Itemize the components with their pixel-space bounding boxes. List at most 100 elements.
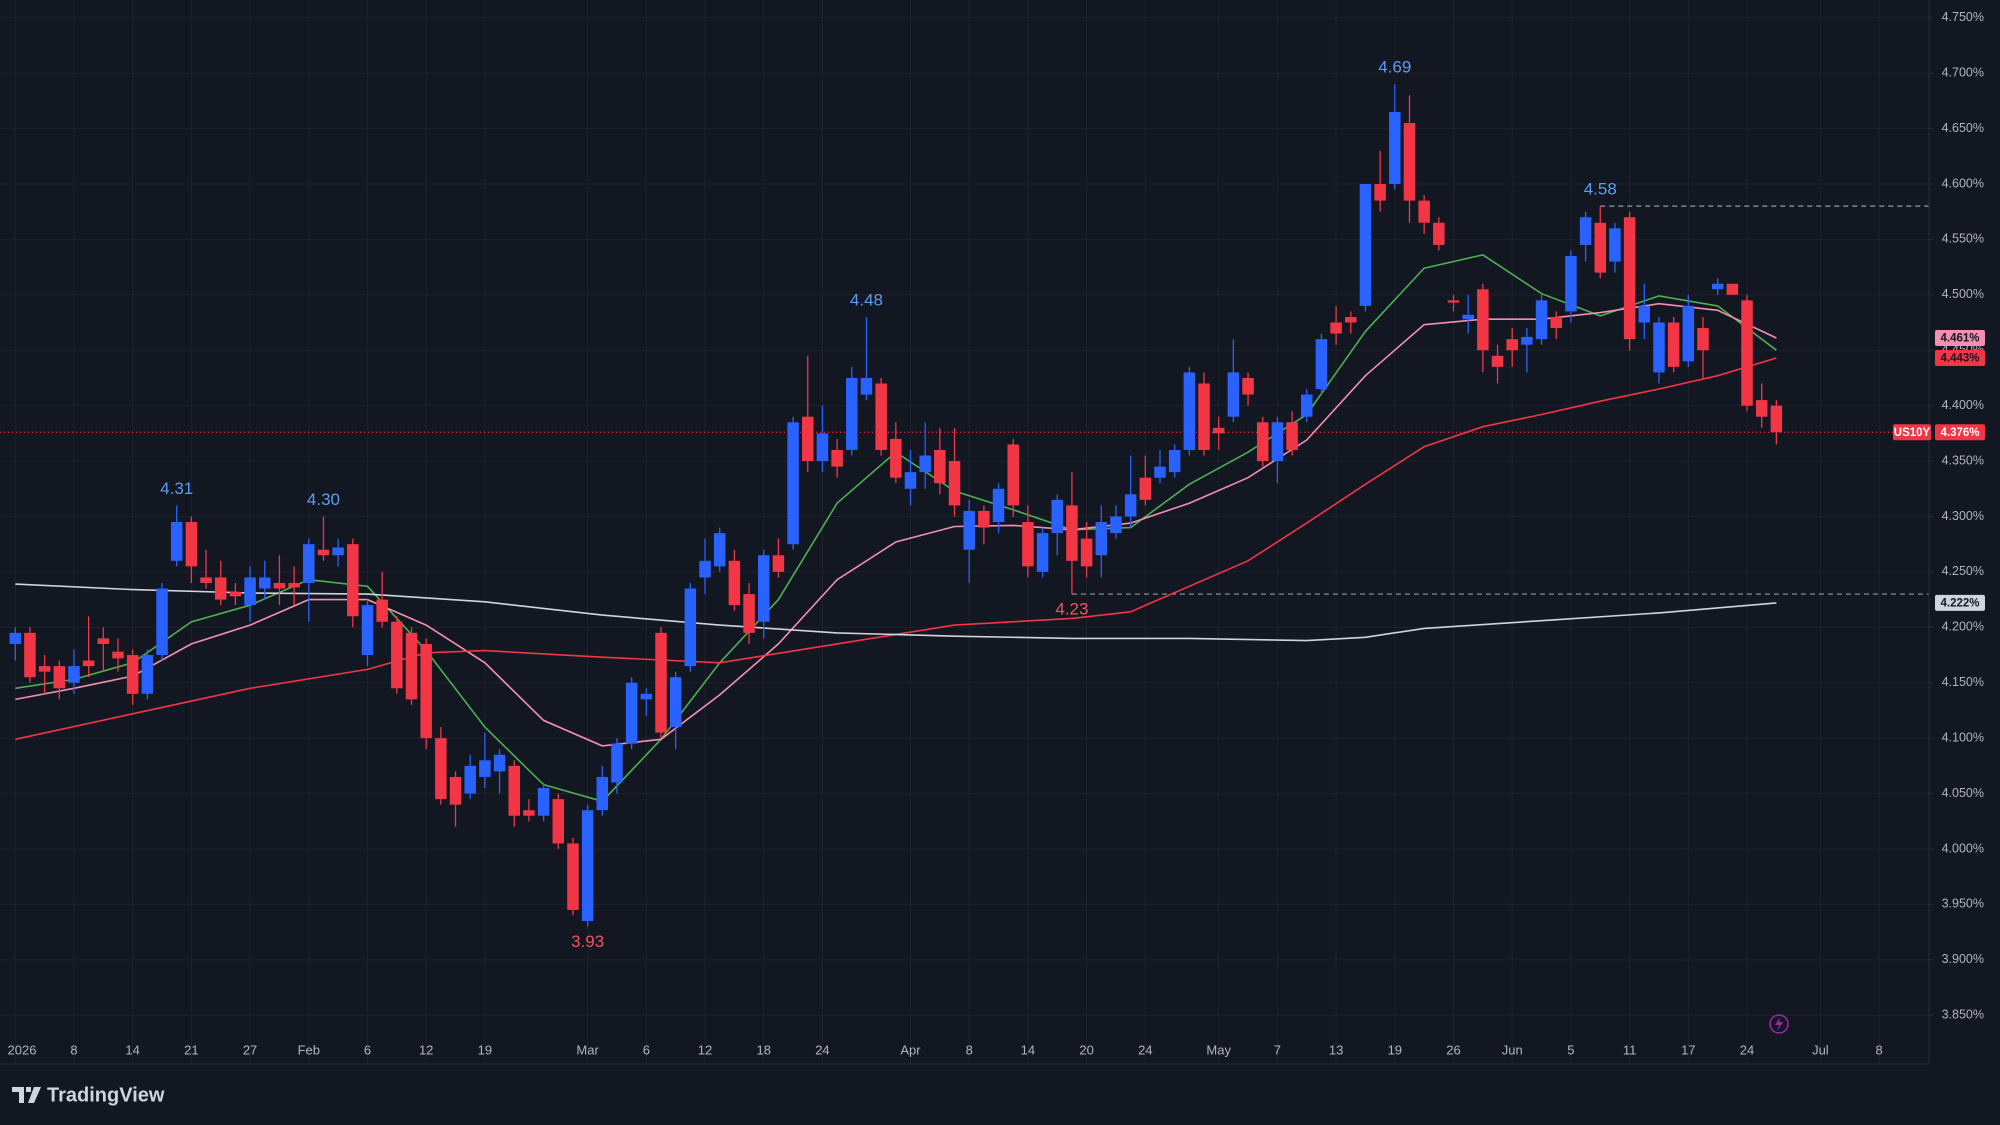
- candle-body: [1183, 372, 1196, 450]
- candle: [1315, 333, 1328, 395]
- candle: [1711, 278, 1724, 295]
- candle: [126, 649, 139, 705]
- candle-body: [288, 582, 300, 588]
- candle: [1212, 416, 1225, 450]
- candle-body: [860, 377, 873, 395]
- candle: [816, 405, 829, 473]
- candle: [978, 505, 990, 545]
- candle-body: [948, 461, 961, 506]
- candle-body: [978, 510, 990, 528]
- price-tag-label: 4.222%: [1940, 597, 1979, 609]
- candle-body: [1521, 336, 1533, 345]
- candle: [303, 538, 315, 622]
- candle: [1770, 400, 1783, 445]
- candle: [581, 804, 594, 927]
- candle: [53, 660, 66, 700]
- x-tick-label: Jul: [1812, 1042, 1829, 1057]
- candle-body: [508, 765, 520, 816]
- candle: [479, 732, 491, 789]
- candle-body: [347, 544, 359, 617]
- candle: [229, 582, 242, 606]
- x-tick-label: 13: [1329, 1042, 1343, 1057]
- candle-body: [772, 555, 785, 572]
- candle: [112, 638, 124, 672]
- candle: [655, 627, 667, 739]
- candle: [376, 571, 388, 628]
- x-tick-label: May: [1206, 1042, 1231, 1057]
- y-tick-label: 4.600%: [1942, 176, 1984, 190]
- candle: [1403, 95, 1416, 223]
- candle-body: [1095, 522, 1108, 556]
- candle-body: [244, 577, 256, 606]
- candle-body: [1359, 183, 1372, 306]
- candle-body: [831, 449, 843, 467]
- candle-body: [1697, 328, 1709, 351]
- candle-body: [1242, 377, 1254, 395]
- candle-body: [1066, 505, 1078, 561]
- x-tick-label: 6: [643, 1042, 650, 1057]
- candle-body: [1139, 477, 1152, 500]
- candle: [992, 483, 1005, 534]
- candle-body: [24, 632, 36, 678]
- candle: [1433, 217, 1445, 251]
- candle-body: [156, 588, 168, 656]
- candle-body: [141, 655, 154, 694]
- candle: [1418, 195, 1430, 234]
- y-tick-label: 4.250%: [1942, 564, 1984, 578]
- candle: [508, 760, 520, 827]
- candle: [1168, 444, 1181, 478]
- candle-body: [1007, 444, 1019, 506]
- candle: [1535, 294, 1548, 345]
- candle: [288, 566, 300, 606]
- replay-icon[interactable]: [1769, 1014, 1789, 1034]
- candle: [1609, 222, 1621, 273]
- candle-body: [1080, 538, 1093, 567]
- y-tick-label: 4.400%: [1942, 398, 1984, 412]
- candle-body: [405, 632, 418, 700]
- candle: [1066, 472, 1078, 595]
- replay-circle[interactable]: [1769, 1014, 1789, 1034]
- candle-body: [1389, 111, 1401, 184]
- candle: [361, 599, 374, 667]
- y-tick-label: 3.950%: [1942, 897, 1984, 911]
- brand-logo[interactable]: TradingView: [12, 1084, 165, 1106]
- candle-body: [567, 843, 579, 910]
- candle: [963, 499, 975, 583]
- brand-mark[interactable]: [12, 1087, 41, 1103]
- candle: [1051, 494, 1064, 556]
- y-tick-label: 4.750%: [1942, 10, 1984, 24]
- x-tick-label: 12: [419, 1042, 433, 1057]
- candle: [68, 649, 80, 694]
- candle-body: [904, 472, 917, 489]
- candle-body: [655, 632, 667, 733]
- candle: [1183, 366, 1196, 456]
- candle: [332, 538, 344, 567]
- candle-body: [1477, 289, 1489, 351]
- candle: [1359, 183, 1372, 312]
- candle-body: [1315, 339, 1328, 390]
- candle: [391, 616, 403, 694]
- candle: [567, 837, 579, 916]
- x-tick-label: 11: [1623, 1042, 1637, 1057]
- candle: [435, 727, 447, 805]
- candle: [1036, 527, 1049, 578]
- candle-body: [919, 455, 931, 473]
- candle: [1124, 455, 1137, 528]
- candle: [156, 582, 168, 661]
- y-tick-label: 4.500%: [1942, 287, 1984, 301]
- candle-body: [97, 638, 110, 644]
- candle-body: [1330, 322, 1342, 334]
- candle-body: [214, 577, 227, 600]
- brand-name[interactable]: TradingView: [47, 1084, 165, 1106]
- replay-bolt[interactable]: [1775, 1017, 1783, 1031]
- candle: [1330, 305, 1342, 345]
- candle-body: [82, 660, 95, 667]
- candle-body: [1594, 222, 1607, 273]
- candle-body: [537, 788, 550, 816]
- candle: [1667, 316, 1680, 373]
- candle-body: [126, 655, 139, 694]
- candle-body: [963, 510, 975, 550]
- symbol-tag-label: US10Y: [1894, 427, 1931, 439]
- candle: [904, 449, 917, 506]
